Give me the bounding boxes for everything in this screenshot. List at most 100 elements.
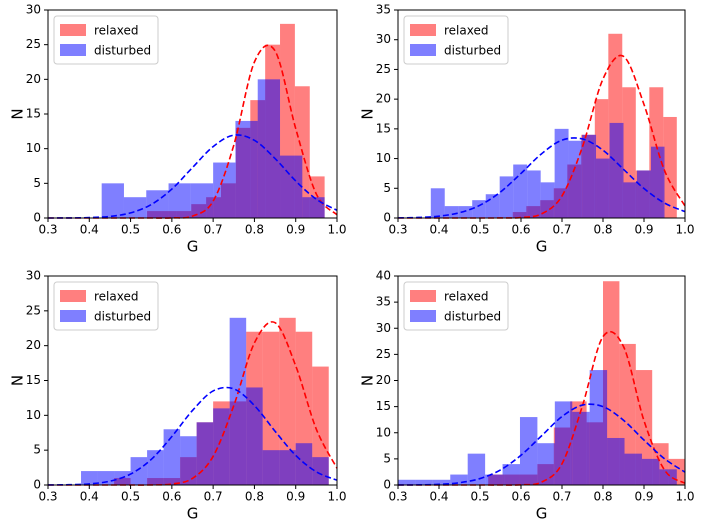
y-tick-label: 20 bbox=[26, 72, 41, 86]
x-tick-label: 0.8 bbox=[245, 490, 264, 504]
x-tick-label: 0.3 bbox=[388, 490, 407, 504]
y-axis-label: N bbox=[9, 108, 27, 119]
subplot: 0.3 0.4 0.5 0.6 0.7 0.8 0.9 1.0 0 5 10 15 20 25 30 35 40… bbox=[359, 269, 695, 520]
histogram-bar bbox=[235, 120, 258, 218]
legend-label: disturbed bbox=[94, 44, 151, 58]
histogram-bar bbox=[527, 170, 541, 218]
x-tick-label: 0.4 bbox=[429, 490, 448, 504]
y-tick-label: 40 bbox=[376, 269, 391, 283]
subplot: 0.3 0.4 0.5 0.6 0.7 0.8 0.9 1.0 0 5 10 15 20 25 30 G Nre… bbox=[9, 269, 347, 520]
legend-swatch bbox=[410, 44, 436, 56]
histogram-bar bbox=[147, 450, 164, 485]
y-axis-label: N bbox=[9, 375, 27, 386]
legend-label: disturbed bbox=[444, 44, 501, 58]
histogram-bar bbox=[589, 370, 608, 485]
histogram-bar bbox=[168, 183, 191, 218]
histogram-bar bbox=[213, 408, 230, 485]
x-tick-label: 0.3 bbox=[388, 223, 407, 237]
x-tick-label: 0.6 bbox=[162, 223, 181, 237]
y-tick-label: 20 bbox=[26, 338, 41, 352]
y-tick-label: 0 bbox=[33, 478, 41, 492]
fit-curve bbox=[397, 403, 686, 486]
x-tick-label: 0.5 bbox=[470, 223, 489, 237]
legend-label: relaxed bbox=[94, 290, 138, 304]
histogram-bar bbox=[432, 479, 451, 485]
x-tick-label: 0.9 bbox=[286, 490, 305, 504]
histogram-bar bbox=[213, 162, 236, 218]
x-tick-label: 0.8 bbox=[593, 490, 612, 504]
legend: relaxed disturbed bbox=[403, 15, 509, 65]
fit-curve bbox=[397, 137, 686, 219]
x-tick-label: 0.9 bbox=[634, 223, 653, 237]
legend-swatch bbox=[60, 290, 86, 302]
x-tick-label: 0.4 bbox=[80, 490, 99, 504]
histogram-bar bbox=[262, 450, 280, 485]
fit-curve bbox=[47, 134, 338, 219]
y-tick-label: 35 bbox=[376, 295, 391, 309]
x-tick-label: 0.4 bbox=[80, 223, 99, 237]
x-tick-label: 0.7 bbox=[204, 490, 223, 504]
x-tick-label: 0.6 bbox=[511, 223, 530, 237]
histogram-bar bbox=[659, 469, 677, 485]
histogram-bar bbox=[246, 387, 263, 485]
histogram-bar bbox=[97, 471, 115, 485]
y-tick-label: 5 bbox=[33, 176, 41, 190]
legend: relaxed disturbed bbox=[403, 281, 509, 331]
y-tick-label: 10 bbox=[26, 141, 41, 155]
x-axis-label: G bbox=[536, 505, 548, 520]
legend-label: disturbed bbox=[94, 310, 151, 324]
x-tick-label: 0.6 bbox=[162, 490, 181, 504]
histogram-bar bbox=[190, 183, 214, 218]
histogram-bar bbox=[624, 453, 642, 485]
legend-label: disturbed bbox=[444, 310, 501, 324]
histogram-bar bbox=[262, 331, 280, 485]
legend-label: relaxed bbox=[444, 24, 488, 38]
x-tick-label: 0.7 bbox=[552, 223, 571, 237]
histogram-bar bbox=[537, 443, 555, 485]
x-axis-label: G bbox=[536, 238, 548, 256]
histogram-bar bbox=[229, 317, 247, 485]
histogram-bar bbox=[623, 182, 638, 218]
y-tick-label: 20 bbox=[376, 92, 391, 106]
y-tick-label: 35 bbox=[376, 3, 391, 17]
x-tick-label: 1.0 bbox=[327, 223, 346, 237]
histogram-bar bbox=[641, 458, 660, 485]
histogram-bar bbox=[444, 206, 459, 218]
y-tick-label: 15 bbox=[26, 373, 41, 387]
histogram-bar bbox=[196, 422, 214, 485]
histogram-bar bbox=[568, 140, 583, 218]
y-tick-label: 0 bbox=[383, 478, 391, 492]
histogram-bar bbox=[180, 436, 197, 485]
histogram-bar bbox=[312, 457, 329, 485]
y-tick-label: 25 bbox=[376, 62, 391, 76]
y-tick-label: 20 bbox=[376, 373, 391, 387]
y-tick-label: 25 bbox=[376, 347, 391, 361]
histogram-bar bbox=[295, 443, 313, 485]
histogram-bar bbox=[450, 474, 468, 485]
x-axis-label: G bbox=[187, 505, 199, 520]
x-tick-label: 0.8 bbox=[593, 223, 612, 237]
histogram-bar bbox=[554, 128, 569, 218]
histogram-bar bbox=[499, 176, 514, 218]
histogram-bar bbox=[312, 366, 329, 485]
legend-label: relaxed bbox=[94, 24, 138, 38]
subplot: 0.3 0.4 0.5 0.6 0.7 0.8 0.9 1.0 0 5 10 15 20 25 30 35 G N… bbox=[359, 3, 695, 256]
histogram-bar bbox=[519, 417, 538, 485]
x-tick-label: 0.4 bbox=[429, 223, 448, 237]
y-axis-label: N bbox=[359, 108, 377, 119]
subplot: 0.3 0.4 0.5 0.6 0.7 0.8 0.9 1.0 0 5 10 15 20 25 30 G Nre… bbox=[9, 3, 347, 256]
histogram-bar bbox=[554, 401, 573, 485]
histogram-bar bbox=[279, 450, 296, 485]
legend-swatch bbox=[410, 24, 436, 36]
histogram-bar bbox=[257, 79, 281, 218]
x-tick-label: 0.8 bbox=[245, 223, 264, 237]
histogram-bar bbox=[485, 474, 503, 485]
axes-frame bbox=[397, 9, 686, 219]
x-tick-label: 1.0 bbox=[675, 223, 694, 237]
y-tick-label: 25 bbox=[26, 37, 41, 51]
histogram-bar bbox=[663, 116, 677, 218]
histogram-bar bbox=[582, 134, 597, 218]
y-tick-label: 5 bbox=[383, 451, 391, 465]
histogram-bar bbox=[513, 164, 528, 218]
